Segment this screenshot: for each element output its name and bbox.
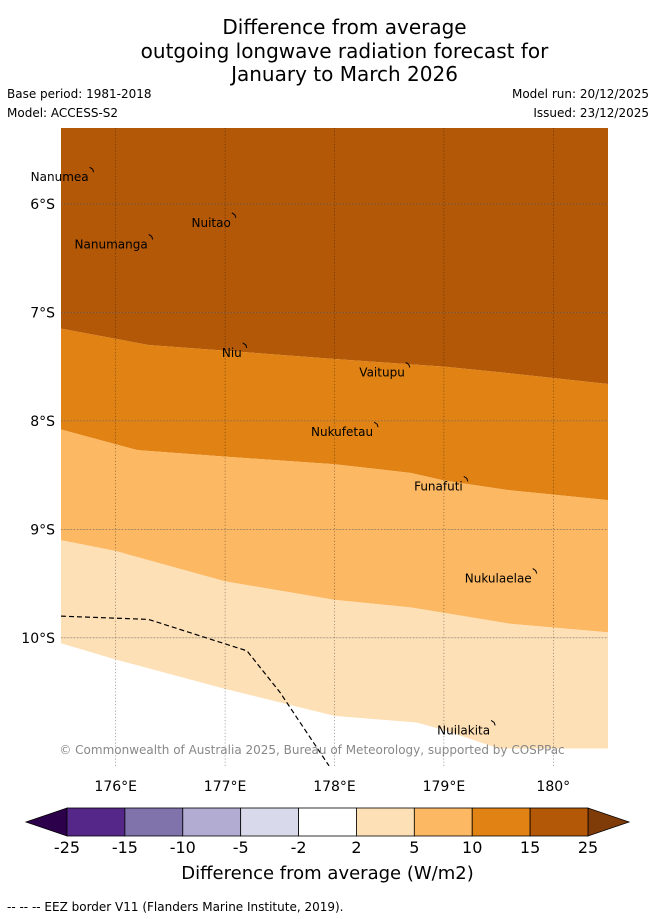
colorbar-tick-label: -25 <box>54 838 80 857</box>
title-line-2: outgoing longwave radiation forecast for <box>140 38 549 63</box>
place-label: Nukulaelae <box>465 572 532 586</box>
colorbar-segment <box>471 807 531 837</box>
colorbar-segment <box>298 807 357 837</box>
island-marker <box>532 568 538 574</box>
model-run-label: Model run: 20/12/2025 <box>511 87 649 101</box>
colorbar-segment <box>356 807 415 837</box>
island-marker <box>242 342 248 349</box>
colorbar-under-arrow <box>24 807 68 837</box>
map-overlay: Nanumea Nuitao Nanumanga Niu Vaitupu Nukufeta… <box>31 166 538 767</box>
colorbar-over-arrow <box>587 807 631 837</box>
colorbar-title: Difference from average (W/m2) <box>181 863 474 884</box>
island-marker <box>89 166 95 173</box>
latitude-tick-label: 8°S <box>30 414 55 430</box>
latitude-tick-label: 6°S <box>30 197 55 213</box>
colorbar-segment <box>182 807 242 837</box>
colorbar-segment <box>240 807 299 837</box>
longitude-tick-label: 180° <box>536 779 570 795</box>
island-marker <box>148 234 154 240</box>
island-marker <box>373 421 379 428</box>
copyright-notice: © Commonwealth of Australia 2025, Bureau… <box>59 743 564 757</box>
place-label: Niu <box>222 346 242 360</box>
colorbar-segment <box>529 807 589 837</box>
contour-band-2 <box>61 328 608 501</box>
colorbar-tick-label: -15 <box>112 838 138 857</box>
colorbar-segment <box>124 807 184 837</box>
longitude-tick-label: 176°E <box>94 779 137 795</box>
colorbar-tick-label: 25 <box>578 838 598 857</box>
issued-label: Issued: 23/12/2025 <box>533 106 649 120</box>
place-label: Funafuti <box>414 479 463 493</box>
contour-band-3 <box>61 429 608 633</box>
colorbar-tick-label: 2 <box>351 838 361 857</box>
island-marker <box>231 212 237 218</box>
colorbar-tick-label: -5 <box>233 838 249 857</box>
chart-title: Difference from average outgoing longwav… <box>0 15 655 87</box>
eez-border-line <box>60 615 330 767</box>
place-label: Nuitao <box>192 216 231 230</box>
colorbar-segment <box>413 807 473 837</box>
island-marker <box>490 720 496 726</box>
island-marker <box>405 362 411 368</box>
place-label: Nukufetau <box>311 425 373 439</box>
longitude-tick-label: 179°E <box>423 779 466 795</box>
colorbar-tick-label: 5 <box>409 838 419 857</box>
base-period-label: Base period: 1981-2018 <box>7 87 152 101</box>
title-line-1: Difference from average <box>222 15 467 39</box>
latitude-tick-label: 7°S <box>30 305 55 321</box>
colorbar: -25 -15 -10 -5 -2 2 5 10 15 25 <box>24 807 631 857</box>
colorbar-tick-label: -2 <box>291 838 307 857</box>
map-plot-area <box>61 128 608 768</box>
colorbar-segment <box>66 807 126 837</box>
place-label: Vaitupu <box>359 365 405 379</box>
colorbar-tick-label: 15 <box>520 838 540 857</box>
latitude-tick-label: 10°S <box>21 631 55 647</box>
title-line-3: January to March 2026 <box>231 62 458 86</box>
eez-footnote: -- -- -- EEZ border V11 (Flanders Marine… <box>7 900 344 914</box>
longitude-tick-label: 177°E <box>204 779 247 795</box>
model-label: Model: ACCESS-S2 <box>7 106 119 120</box>
island-marker <box>463 475 469 482</box>
place-label: Nuilakita <box>437 723 490 737</box>
colorbar-tick-label: -10 <box>170 838 196 857</box>
longitude-tick-label: 178°E <box>313 779 356 795</box>
map-axes: 176°E 177°E 178°E 179°E 180° 6°S 7°S 8°S 9°S 10°S <box>21 197 570 795</box>
colorbar-tick-label: 10 <box>462 838 482 857</box>
place-label: Nanumea <box>31 170 89 184</box>
latitude-tick-label: 9°S <box>30 522 55 538</box>
place-label: Nanumanga <box>75 237 148 251</box>
